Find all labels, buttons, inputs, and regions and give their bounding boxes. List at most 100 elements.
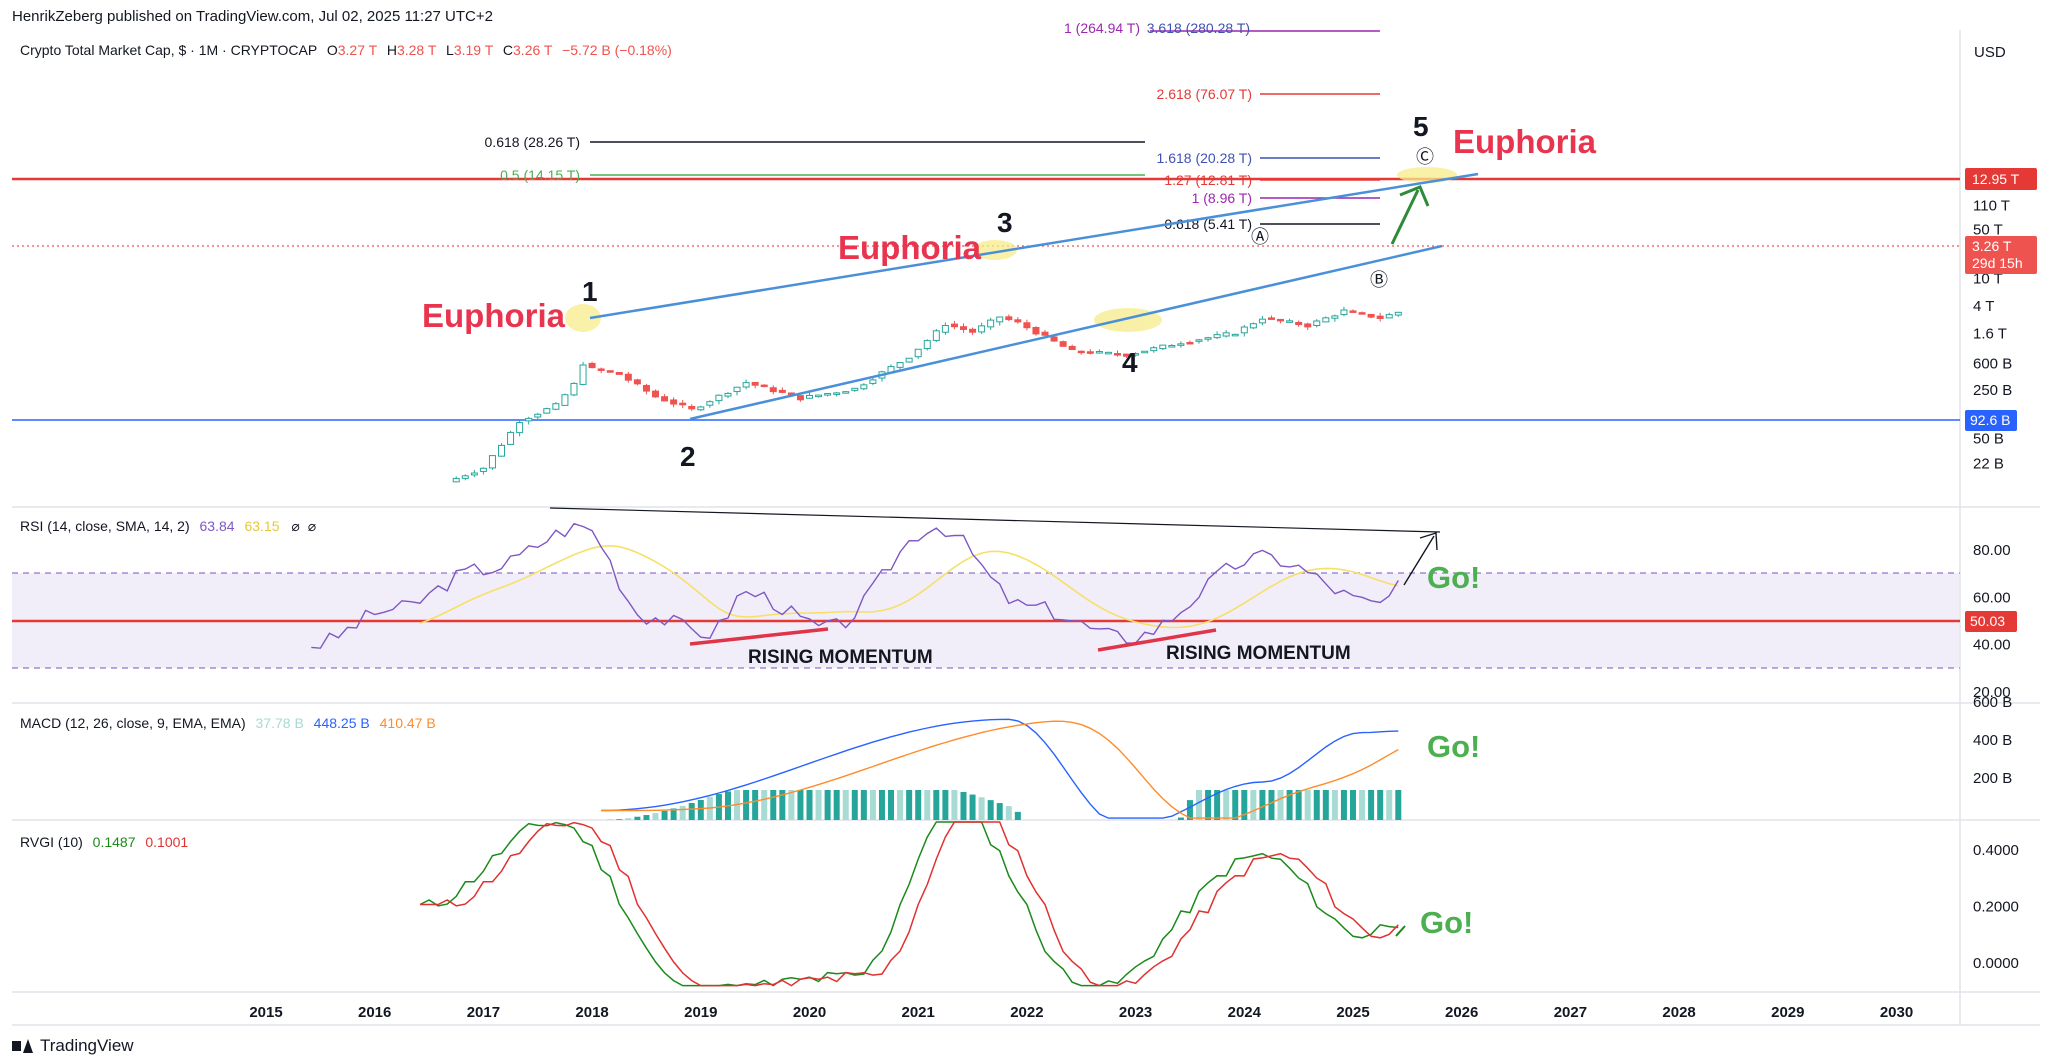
eye-slash-icon[interactable]: ⌀: [291, 518, 300, 534]
x-tick-2022: 2022: [1010, 1004, 1043, 1021]
rvgi-arrow: [1395, 925, 1406, 937]
badge-92-6b: 92.6 B: [1970, 412, 2010, 428]
macd-signal-line: [601, 720, 1399, 819]
candle-body: [1240, 326, 1248, 334]
legend-h-label: H: [386, 42, 397, 58]
macd-hist-bar: [888, 790, 895, 820]
macd-hist-bar: [806, 790, 813, 820]
macd-tick: 400 B: [1973, 732, 2012, 749]
macd-hist-bar: [996, 803, 1003, 820]
macd-hist-bar: [1386, 790, 1393, 820]
candle-body: [661, 396, 669, 402]
macd-legend-name: MACD (12, 26, close, 9, EMA, EMA): [20, 715, 246, 731]
go-label-rsi: Go!: [1427, 560, 1480, 595]
rvgi-signal-line: [420, 821, 1399, 987]
candle-body: [932, 330, 940, 341]
time-axis[interactable]: 2015 2016 2017 2018 2019 2020 2021 2022 2023 2024…: [249, 1004, 1913, 1021]
macd-hist-bar: [860, 790, 867, 820]
tradingview-footer[interactable]: TradingView: [12, 1036, 134, 1056]
candle-body: [615, 371, 623, 375]
x-tick-2028: 2028: [1662, 1004, 1695, 1021]
fib-label-1-896: 1 (8.96 T): [1192, 190, 1252, 206]
x-tick-2015: 2015: [249, 1004, 282, 1021]
price-axis-badges: 12.95 T 3.26 T 29d 15h 92.6 B 50.03: [1965, 168, 2037, 632]
candle-body: [941, 325, 949, 333]
x-tick-2029: 2029: [1771, 1004, 1804, 1021]
candle-body: [624, 373, 632, 381]
macd-hist-bar: [1295, 790, 1302, 820]
macd-hist-bar: [842, 790, 849, 820]
rsi-tick: 20.00: [1973, 684, 2011, 701]
macd-legend[interactable]: MACD (12, 26, close, 9, EMA, EMA) 37.78 …: [20, 715, 436, 731]
badge-3-26t: 3.26 T: [1972, 238, 2012, 254]
rvgi-tick: 0.0000: [1973, 955, 2019, 972]
rising-momentum-label-2: RISING MOMENTUM: [1166, 643, 1351, 664]
candle-body: [950, 323, 958, 328]
candle-body: [715, 394, 723, 402]
macd-hist-bar: [1313, 790, 1320, 820]
candle-body: [570, 382, 578, 396]
fib-label-0-618-28t: 0.618 (28.26 T): [485, 134, 580, 150]
macd-hist-bar: [960, 791, 967, 820]
publisher-line: HenrikZeberg published on TradingView.co…: [12, 8, 493, 25]
macd-hist-bar: [878, 790, 885, 820]
macd-legend-macd: 448.25 B: [313, 715, 370, 731]
candle-body: [923, 340, 931, 350]
macd-hist-bar: [752, 790, 759, 820]
sub-wave-label-b: Ⓑ: [1370, 270, 1388, 290]
rsi-legend[interactable]: RSI (14, close, SMA, 14, 2) 63.84 63.15 …: [20, 518, 316, 535]
macd-hist-bar: [625, 818, 632, 820]
rvgi-tick: 0.4000: [1973, 842, 2019, 859]
legend-high: 3.28 T: [396, 42, 437, 58]
candle-body: [1394, 311, 1402, 316]
fib-labels: 1 (264.94 T) 3.618 (280.28 T) 2.618 (76.…: [485, 20, 1252, 232]
rvgi-legend[interactable]: RVGI (10) 0.1487 0.1001: [20, 834, 188, 850]
candle-body: [969, 328, 977, 333]
channel-upper-line: [589, 172, 1479, 320]
candle-body: [1331, 315, 1339, 319]
legend-low: 3.19 T: [453, 42, 493, 58]
green-target-arrow: [1390, 185, 1430, 245]
price-legend[interactable]: Crypto Total Market Cap, $ · 1M · CRYPTO…: [20, 42, 672, 58]
candle-body: [860, 384, 868, 390]
footer-brand: TradingView: [40, 1036, 134, 1055]
currency-label[interactable]: USD: [1974, 44, 2006, 61]
candle-body: [1195, 339, 1203, 342]
x-tick-2021: 2021: [902, 1004, 935, 1021]
rising-momentum-line-1: [689, 627, 829, 646]
macd-hist-bar: [779, 790, 786, 820]
rising-momentum-label-1: RISING MOMENTUM: [748, 647, 933, 668]
macd-hist-bar: [616, 819, 623, 820]
candle-body: [670, 399, 678, 405]
candle-body: [1204, 337, 1212, 340]
macd-hist-bar: [869, 790, 876, 820]
x-tick-2018: 2018: [575, 1004, 608, 1021]
macd-hist-bar: [1186, 800, 1193, 820]
macd-hist-bar: [815, 790, 822, 820]
rsi-ma-line: [419, 544, 1399, 629]
candle-body: [769, 387, 777, 393]
macd-hist-bar: [679, 805, 686, 820]
macd-hist-bar: [1177, 817, 1184, 820]
settings-slash-icon[interactable]: ⌀: [307, 518, 317, 534]
rising-momentum-line-2: [1097, 628, 1217, 652]
rvgi-legend-value: 0.1487: [92, 834, 136, 850]
candle-body: [733, 386, 741, 393]
macd-hist-bar: [942, 790, 949, 820]
candle-body: [869, 379, 877, 384]
fib-lines: [590, 30, 1380, 225]
macd-hist-bar: [670, 808, 677, 820]
candle-body: [824, 393, 832, 396]
candle-body: [996, 316, 1004, 323]
macd-hist-bar: [1005, 806, 1012, 820]
candle-body: [543, 408, 551, 414]
rvgi-legend-name: RVGI (10): [20, 834, 83, 850]
legend-c-label: C: [502, 42, 514, 58]
candle-body: [1222, 332, 1230, 337]
candle-body: [525, 417, 533, 422]
macd-line: [601, 718, 1399, 819]
euphoria-label-3: Euphoria: [1453, 123, 1597, 160]
candle-body: [1050, 336, 1058, 342]
